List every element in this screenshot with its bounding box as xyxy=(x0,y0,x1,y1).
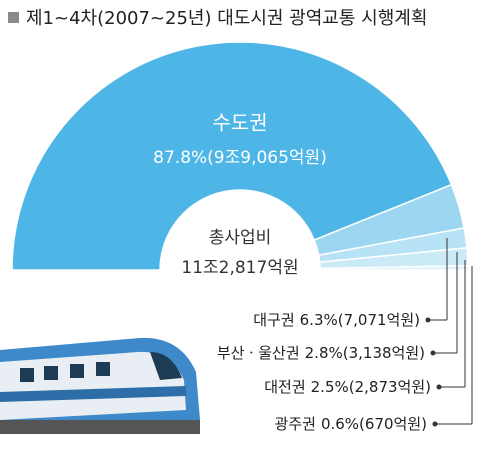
leader-dot xyxy=(430,350,436,356)
slice-label: 부산ㆍ울산권 2.8%(3,138억원) xyxy=(217,344,425,362)
category-name: 부산ㆍ울산권 xyxy=(217,344,300,362)
title-marker xyxy=(8,12,19,23)
value-label: 6.3%(7,071억원) xyxy=(300,311,420,329)
category-name: 광주권 xyxy=(275,415,316,433)
center-value: 11조2,817억원 xyxy=(181,258,298,278)
value-label: 87.8%(9조9,065억원) xyxy=(153,148,327,168)
slice-label: 대전권 2.5%(2,873억원) xyxy=(264,378,431,396)
leader-dot xyxy=(436,384,442,390)
slice-label: 수도권 xyxy=(212,111,267,135)
value-label: 2.5%(2,873억원) xyxy=(311,378,431,396)
category-name: 대구권 xyxy=(253,311,294,329)
train xyxy=(0,337,200,434)
leader-dot xyxy=(432,421,438,427)
leader-dot xyxy=(425,317,431,323)
center-label: 총사업비 xyxy=(209,228,272,248)
value-label: 2.8%(3,138억원) xyxy=(305,344,425,362)
slice-label: 광주권 0.6%(670억원) xyxy=(275,415,427,433)
value-label: 0.6%(670억원) xyxy=(321,415,427,433)
pie-slice xyxy=(319,264,469,271)
chart-title: 제1~4차(2007~25년) 대도시권 광역교통 시행계획 xyxy=(26,8,427,29)
category-name: 대전권 xyxy=(264,378,305,396)
slice-label: 대구권 6.3%(7,071억원) xyxy=(253,311,420,329)
pie-slice xyxy=(11,41,453,271)
